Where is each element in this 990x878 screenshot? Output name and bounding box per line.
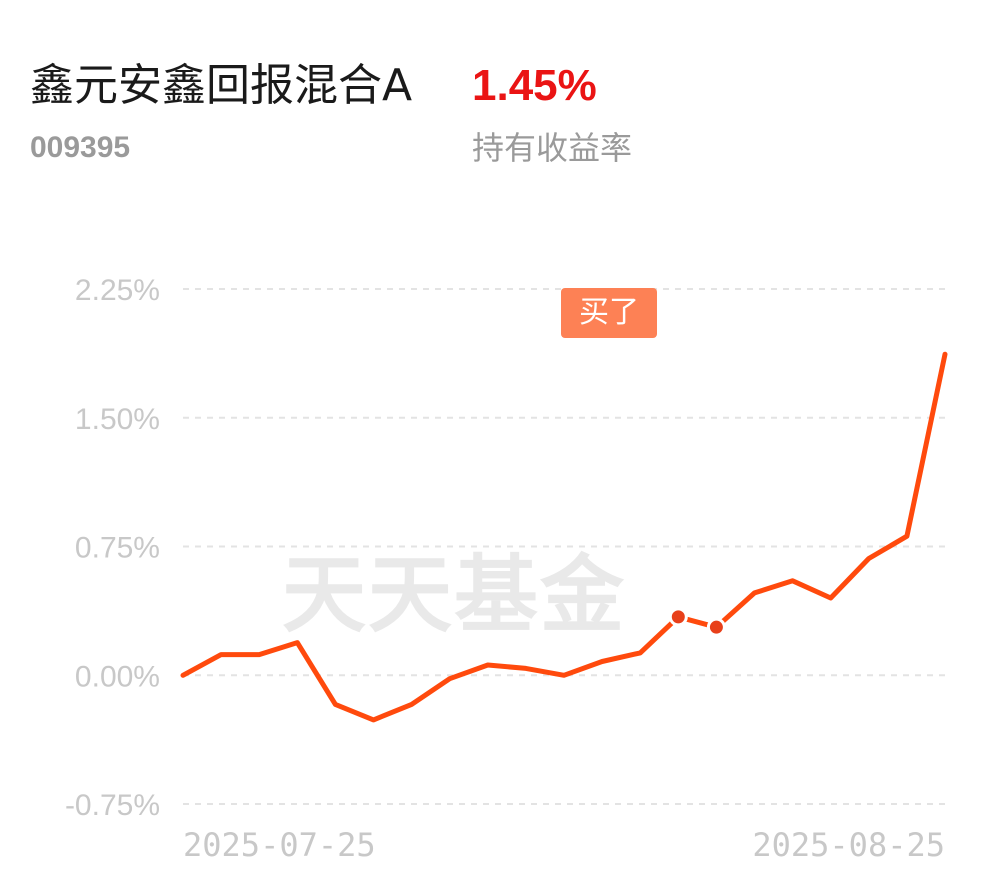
highlight-point (668, 607, 688, 627)
fund-name: 鑫元安鑫回报混合A (30, 60, 413, 111)
y-tick-label: 0.00% (75, 660, 160, 693)
x-tick-label: 2025-08-25 (752, 826, 945, 864)
y-tick-label: 0.75% (75, 532, 160, 565)
fund-code: 009395 (30, 131, 131, 164)
y-axis-labels: 2.25% 1.50% 0.75% 0.00% -0.75% (65, 274, 160, 822)
x-tick-label: 2025-07-25 (183, 826, 376, 864)
y-tick-label: 1.50% (75, 403, 160, 436)
watermark: 天天基金 (282, 545, 627, 644)
holding-return-value: 1.45% (472, 61, 597, 110)
buy-marker-tag[interactable]: 买了 (561, 288, 657, 338)
y-tick-label: 2.25% (75, 274, 160, 307)
highlight-points (668, 607, 726, 637)
y-tick-label: -0.75% (65, 789, 160, 822)
holding-return-label: 持有收益率 (472, 129, 633, 167)
fund-header: 鑫元安鑫回报混合A 1.45% 009395 持有收益率 (30, 58, 960, 178)
highlight-point (706, 617, 726, 637)
series-line-holding-return (180, 351, 948, 723)
x-axis-labels: 2025-07-25 2025-08-25 (183, 826, 945, 864)
grid-lines (183, 288, 945, 805)
